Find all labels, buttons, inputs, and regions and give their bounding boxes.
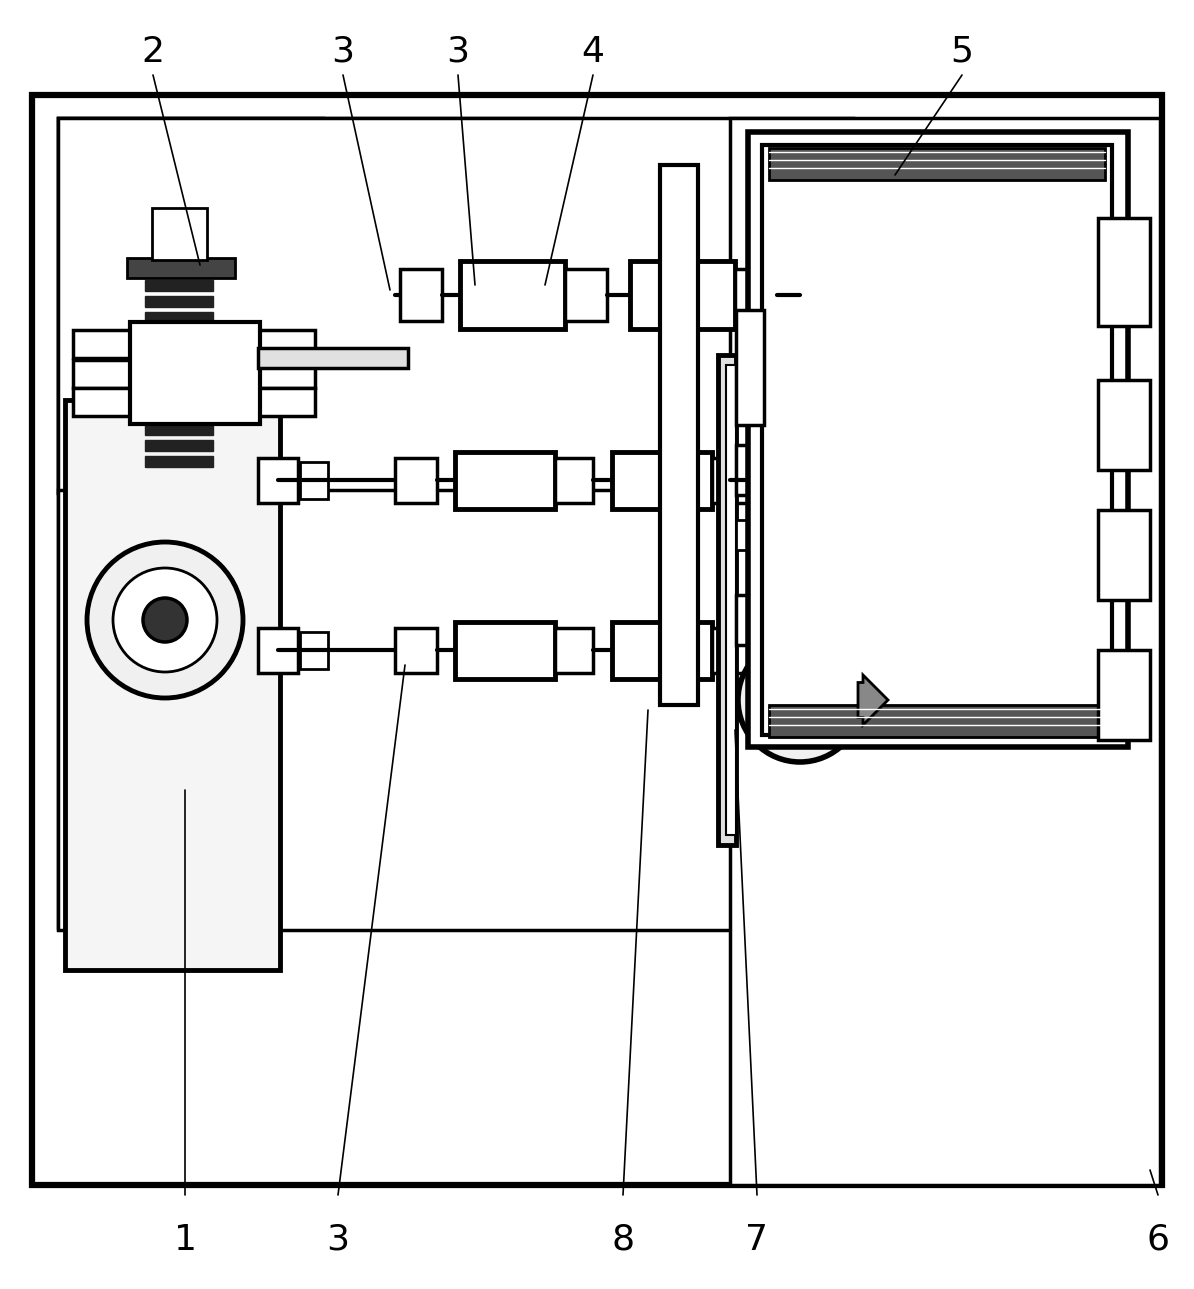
Bar — [736, 519, 771, 550]
Bar — [555, 458, 593, 503]
Bar — [736, 269, 777, 321]
Bar — [250, 330, 315, 358]
Bar — [32, 95, 1162, 1185]
Bar — [73, 388, 139, 416]
Bar — [771, 599, 801, 641]
Bar — [712, 628, 750, 673]
Text: 3: 3 — [326, 1223, 350, 1257]
Bar — [718, 354, 736, 846]
Bar — [736, 309, 764, 425]
Bar — [59, 490, 853, 929]
Bar — [1098, 510, 1150, 599]
Circle shape — [780, 681, 820, 721]
Text: 4: 4 — [581, 35, 604, 70]
Bar — [555, 628, 593, 673]
Text: 3: 3 — [447, 35, 469, 70]
Bar — [144, 440, 213, 451]
Bar — [73, 360, 139, 388]
Bar — [144, 409, 213, 419]
Bar — [726, 365, 736, 835]
Circle shape — [113, 568, 217, 672]
Bar — [144, 456, 213, 467]
Bar — [395, 628, 437, 673]
Bar — [1098, 380, 1150, 470]
Bar — [736, 445, 771, 495]
Bar — [130, 322, 260, 424]
Bar — [762, 144, 1112, 735]
Circle shape — [87, 541, 244, 699]
Bar — [64, 400, 281, 971]
Bar — [712, 458, 750, 503]
Bar — [455, 452, 555, 509]
Bar — [300, 461, 328, 499]
Bar — [630, 260, 736, 329]
Bar — [300, 632, 328, 669]
Bar — [144, 280, 213, 291]
Bar — [59, 119, 324, 928]
Bar — [1098, 218, 1150, 326]
Bar — [730, 119, 1161, 1185]
Bar — [127, 258, 235, 278]
Bar — [144, 344, 213, 354]
Bar — [858, 673, 886, 728]
Bar — [613, 452, 712, 509]
Bar — [400, 269, 442, 321]
Bar — [144, 392, 213, 403]
Bar — [144, 312, 213, 324]
Text: 7: 7 — [745, 1223, 769, 1257]
Text: 8: 8 — [611, 1223, 634, 1257]
Circle shape — [758, 657, 842, 742]
FancyArrow shape — [858, 675, 888, 724]
Bar — [59, 119, 583, 492]
Bar — [660, 165, 698, 705]
Bar — [73, 330, 139, 358]
Text: 2: 2 — [142, 35, 165, 70]
Circle shape — [738, 638, 862, 762]
Bar — [144, 296, 213, 307]
Bar — [736, 596, 771, 644]
Bar — [460, 260, 565, 329]
Bar — [455, 623, 555, 679]
Bar — [769, 148, 1104, 180]
Bar — [152, 208, 207, 260]
Bar — [258, 458, 298, 503]
Text: 5: 5 — [950, 35, 973, 70]
Text: 6: 6 — [1146, 1223, 1169, 1257]
Bar — [747, 131, 1128, 748]
Bar — [144, 376, 213, 387]
Bar — [144, 424, 213, 434]
Bar — [250, 360, 315, 388]
Bar — [258, 348, 408, 367]
Circle shape — [143, 598, 187, 642]
Bar — [258, 628, 298, 673]
Text: 1: 1 — [173, 1223, 197, 1257]
Bar — [1098, 650, 1150, 740]
Bar — [565, 269, 607, 321]
Bar — [144, 360, 213, 371]
Text: 3: 3 — [332, 35, 355, 70]
Bar — [59, 119, 853, 492]
Bar — [771, 455, 801, 495]
Bar — [144, 327, 213, 339]
Bar — [250, 388, 315, 416]
Bar — [769, 705, 1104, 737]
Bar — [395, 458, 437, 503]
Bar — [613, 623, 712, 679]
